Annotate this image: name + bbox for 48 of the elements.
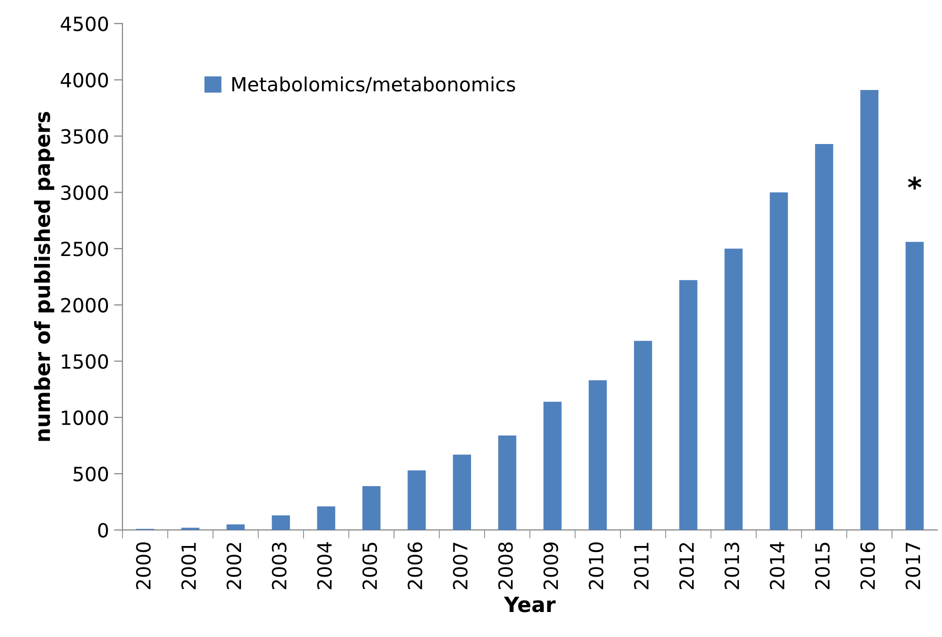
x-tick-label: 2002 bbox=[226, 543, 242, 590]
x-tick-label: 2012 bbox=[679, 543, 694, 590]
bar bbox=[770, 192, 788, 530]
bar bbox=[906, 242, 924, 530]
x-tick-label: 2017 bbox=[906, 542, 920, 590]
x-tick-label: 2011 bbox=[634, 542, 649, 590]
x-tick-label: 2015 bbox=[815, 542, 830, 590]
x-tick-label: 2008 bbox=[498, 542, 513, 590]
x-tick-label: 2004 bbox=[317, 542, 332, 590]
y-tick-label: 3000 bbox=[61, 185, 108, 200]
bar bbox=[498, 435, 516, 530]
y-tick-label: 500 bbox=[74, 466, 108, 482]
bar bbox=[679, 280, 698, 530]
bar bbox=[543, 402, 562, 530]
y-tick-label: 4000 bbox=[60, 72, 108, 88]
bar bbox=[408, 470, 426, 530]
x-tick-label: 2007 bbox=[452, 542, 468, 590]
y-tick-label: 0 bbox=[98, 522, 108, 538]
x-tick-label: 2005 bbox=[362, 542, 378, 590]
bar bbox=[588, 380, 607, 530]
x-tick-label: 2009 bbox=[543, 542, 558, 590]
annotation: * bbox=[908, 176, 922, 190]
x-tick-label: 2003 bbox=[272, 542, 287, 590]
x-tick-label: 2000 bbox=[136, 542, 151, 590]
y-axis-title: number of published papers bbox=[34, 112, 54, 441]
y-tick-label: 2000 bbox=[61, 298, 108, 313]
bar bbox=[226, 524, 245, 530]
y-tick-label: 1500 bbox=[62, 354, 108, 369]
bar bbox=[724, 248, 743, 530]
bar bbox=[815, 144, 834, 530]
x-tick-label: 2010 bbox=[588, 542, 604, 590]
bar bbox=[860, 90, 878, 530]
x-tick-label: 2013 bbox=[724, 542, 740, 590]
x-axis-title: Year bbox=[504, 596, 556, 612]
y-tick-label: 1000 bbox=[62, 410, 108, 426]
bar bbox=[634, 340, 652, 530]
x-tick-label: 2001 bbox=[181, 542, 196, 590]
bar bbox=[317, 506, 336, 530]
x-tick-label: 2006 bbox=[408, 542, 422, 590]
bar bbox=[362, 486, 380, 530]
x-tick-label: 2016 bbox=[860, 542, 876, 590]
y-tick-label: 2500 bbox=[61, 242, 108, 256]
bar bbox=[452, 454, 472, 530]
legend-label: Metabolomics/metabonomics bbox=[232, 76, 516, 94]
x-tick-label: 2014 bbox=[770, 542, 784, 590]
y-tick-label: 3500 bbox=[61, 129, 108, 144]
bar bbox=[272, 515, 290, 530]
y-tick-label: 4500 bbox=[60, 16, 108, 32]
